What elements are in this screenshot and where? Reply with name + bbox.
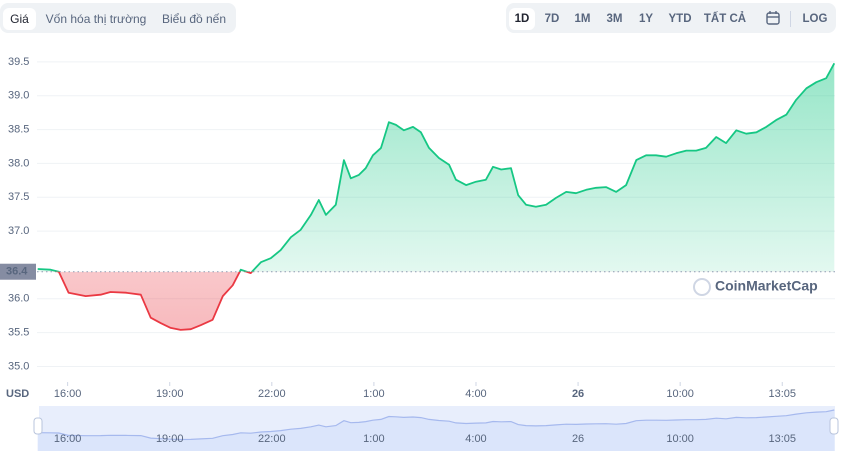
- currency-label: USD: [6, 388, 29, 400]
- y-tick-label: 36.0: [8, 293, 29, 305]
- range[interactable]: 7D: [544, 13, 560, 25]
- tab[interactable]: Giá: [3, 8, 36, 30]
- x-tick-label: 22:00: [258, 388, 286, 400]
- navigator-area: [37, 410, 835, 451]
- range[interactable]: YTD: [668, 13, 692, 25]
- watermark-logo: [693, 278, 711, 296]
- y-tick-label: 39.5: [8, 56, 29, 68]
- x-tick-label: 16:00: [54, 388, 82, 400]
- range[interactable]: TẤT CẢ: [703, 13, 747, 25]
- range[interactable]: 1M: [574, 13, 591, 25]
- navigator-handle[interactable]: [829, 417, 839, 435]
- navigator-tick-label: 26: [572, 433, 584, 445]
- navigator-tick-label: 16:00: [54, 433, 82, 445]
- area-up: [37, 63, 835, 272]
- navigator-tick-label: 22:00: [258, 433, 286, 445]
- y-tick-label: 38.5: [8, 124, 29, 136]
- range[interactable]: 1Y: [638, 13, 654, 25]
- watermark: CoinMarketCap: [715, 278, 818, 294]
- navigator-tick-label: 4:00: [465, 433, 486, 445]
- navigator-tick-label: 19:00: [156, 433, 184, 445]
- tab[interactable]: Biểu đồ nến: [161, 12, 227, 26]
- navigator-handle[interactable]: [33, 417, 43, 435]
- y-tick-label: 35.0: [8, 360, 29, 372]
- range[interactable]: 3M: [606, 13, 623, 25]
- view-tabs: Giá Vốn hóa thị trường Biểu đồ nến: [0, 3, 236, 33]
- y-tick-label: 37.5: [8, 191, 29, 203]
- area-down: [58, 271, 252, 330]
- x-tick-label: 1:00: [363, 388, 384, 400]
- range-tabs: 1D 7D 1M 3M 1Y YTD TẤT CẢ LOG: [506, 3, 836, 33]
- divider: [790, 11, 791, 27]
- y-tick-label: 37.0: [8, 225, 29, 237]
- calendar-icon[interactable]: [765, 10, 781, 26]
- baseline-label-bg: [0, 263, 36, 280]
- navigator-tick-label: 1:00: [363, 433, 384, 445]
- tab[interactable]: Vốn hóa thị trường: [45, 12, 147, 26]
- price-line-down: [55, 271, 254, 331]
- range[interactable]: 1D: [509, 8, 535, 30]
- x-tick-label: 4:00: [465, 388, 486, 400]
- x-tick-label: 13:05: [768, 388, 796, 400]
- x-tick-label: 26: [572, 388, 584, 400]
- y-tick-label: 39.0: [8, 90, 29, 102]
- y-tick-label: 38.0: [8, 157, 29, 169]
- x-tick-label: 10:00: [666, 388, 694, 400]
- x-tick-label: 19:00: [156, 388, 184, 400]
- y-tick-label: 35.5: [8, 327, 29, 339]
- navigator-tick-label: 13:05: [768, 433, 796, 445]
- price-line-up: [37, 62, 836, 272]
- log-toggle[interactable]: LOG: [802, 13, 828, 25]
- navigator-line: [37, 409, 835, 441]
- baseline-label: 36.4: [6, 266, 28, 278]
- navigator-tick-label: 10:00: [666, 433, 694, 445]
